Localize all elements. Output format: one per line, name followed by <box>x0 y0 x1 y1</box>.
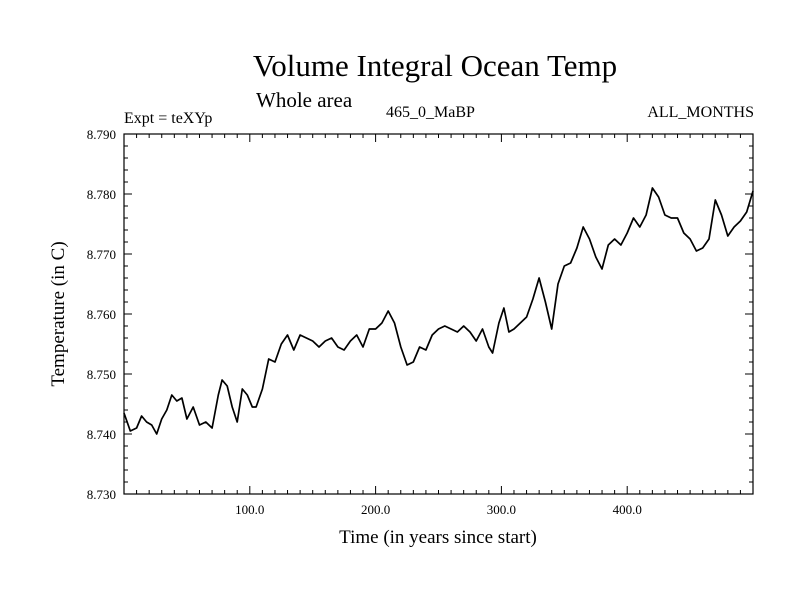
y-tick-label: 8.780 <box>87 187 116 202</box>
tick-labels: 100.0 200.0 300.0 400.0 8.730 8.740 8.750 8.760… <box>87 127 642 517</box>
experiment-label: Expt = teXYp <box>124 110 213 127</box>
y-tick-label: 8.750 <box>87 367 116 382</box>
plot-frame <box>123 133 754 495</box>
y-tick-label: 8.790 <box>87 127 116 142</box>
series-line <box>123 187 754 435</box>
y-tick-label: 8.730 <box>87 487 116 502</box>
months-label: ALL_MONTHS <box>647 104 754 121</box>
y-tick-label: 8.770 <box>87 247 116 262</box>
y-axis-label: Temperature (in C) <box>48 241 69 386</box>
x-axis-label: Time (in years since start) <box>339 527 537 548</box>
chart-subtitle: Whole area <box>256 88 353 112</box>
x-tick-label: 200.0 <box>361 502 390 517</box>
x-tick-label: 100.0 <box>235 502 264 517</box>
axis-ticks <box>124 134 753 494</box>
y-tick-label: 8.760 <box>87 307 116 322</box>
x-tick-label: 300.0 <box>487 502 516 517</box>
x-tick-label: 400.0 <box>613 502 642 517</box>
chart-title: Volume Integral Ocean Temp <box>252 48 618 83</box>
run-id-label: 465_0_MaBP <box>386 104 475 121</box>
y-tick-label: 8.740 <box>87 427 116 442</box>
